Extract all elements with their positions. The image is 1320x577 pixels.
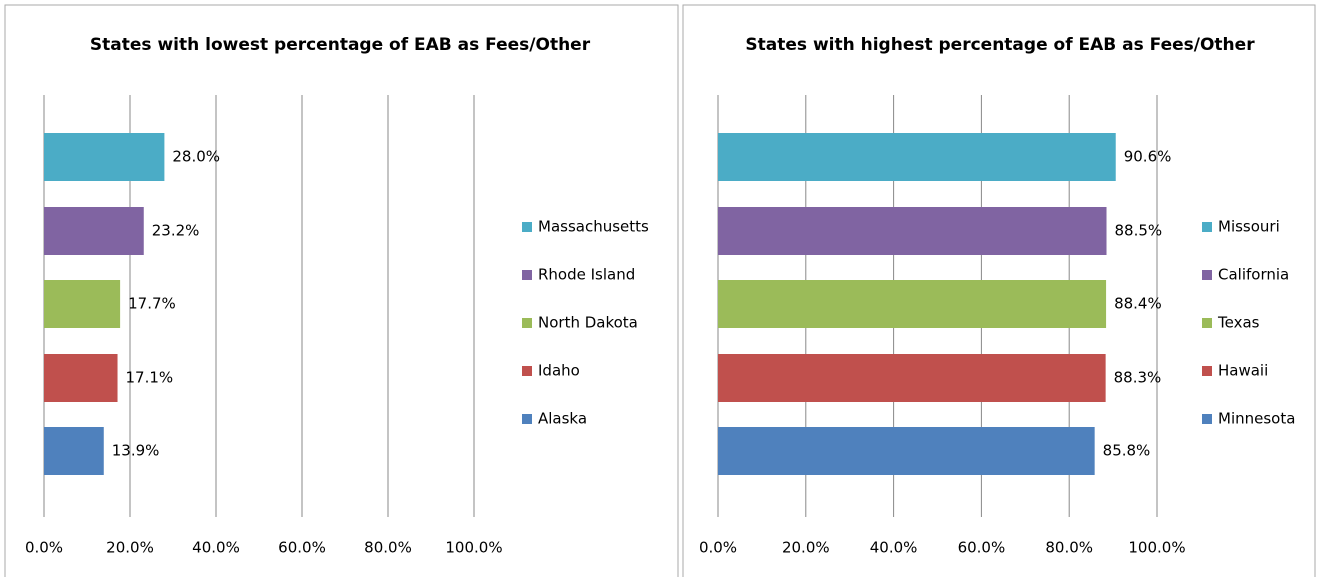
- legend-label: Massachusetts: [538, 218, 649, 236]
- chart-title: States with highest percentage of EAB as…: [745, 35, 1255, 55]
- data-label: 17.1%: [126, 369, 174, 387]
- x-tick-label: 0.0%: [699, 539, 737, 557]
- legend-label: Texas: [1217, 314, 1260, 332]
- legend-label: Alaska: [538, 410, 587, 428]
- legend-label: Rhode Island: [538, 266, 635, 284]
- bar: [44, 280, 121, 328]
- data-label: 28.0%: [172, 148, 220, 166]
- x-tick-label: 60.0%: [278, 539, 326, 557]
- legend-label: Minnesota: [1218, 410, 1295, 428]
- legend-swatch: [1202, 270, 1212, 280]
- x-tick-label: 100.0%: [1128, 539, 1185, 557]
- legend-swatch: [522, 270, 532, 280]
- x-tick-label: 20.0%: [782, 539, 830, 557]
- bar: [44, 207, 144, 255]
- data-label: 17.7%: [128, 295, 176, 313]
- data-label: 88.4%: [1114, 295, 1162, 313]
- data-label: 88.5%: [1115, 222, 1163, 240]
- legend-label: Hawaii: [1218, 362, 1268, 380]
- x-tick-label: 80.0%: [364, 539, 412, 557]
- data-label: 88.3%: [1114, 369, 1162, 387]
- legend-swatch: [522, 222, 532, 232]
- legend-swatch: [522, 366, 532, 376]
- panel-left: [4, 4, 679, 577]
- bar: [718, 354, 1106, 402]
- legend-swatch: [1202, 318, 1212, 328]
- legend-swatch: [1202, 414, 1212, 424]
- bar: [718, 280, 1107, 328]
- data-label: 13.9%: [112, 442, 160, 460]
- legend-label: North Dakota: [538, 314, 638, 332]
- data-label: 85.8%: [1103, 442, 1151, 460]
- panel-right: [682, 4, 1316, 577]
- chart-title: States with lowest percentage of EAB as …: [90, 35, 591, 55]
- x-tick-label: 100.0%: [445, 539, 502, 557]
- legend-swatch: [522, 318, 532, 328]
- legend-label: California: [1218, 266, 1289, 284]
- bar: [718, 207, 1107, 255]
- legend-swatch: [1202, 222, 1212, 232]
- x-tick-label: 80.0%: [1045, 539, 1093, 557]
- bar: [44, 133, 165, 181]
- x-tick-label: 40.0%: [192, 539, 240, 557]
- data-label: 90.6%: [1124, 148, 1172, 166]
- x-tick-label: 60.0%: [958, 539, 1006, 557]
- bar: [718, 133, 1116, 181]
- bar: [44, 427, 104, 475]
- x-tick-label: 0.0%: [25, 539, 63, 557]
- bar: [44, 354, 118, 402]
- bar: [718, 427, 1095, 475]
- legend-swatch: [522, 414, 532, 424]
- legend-label: Idaho: [538, 362, 580, 380]
- data-label: 23.2%: [152, 222, 200, 240]
- legend-label: Missouri: [1218, 218, 1280, 236]
- x-tick-label: 40.0%: [870, 539, 918, 557]
- x-tick-label: 20.0%: [106, 539, 154, 557]
- legend-swatch: [1202, 366, 1212, 376]
